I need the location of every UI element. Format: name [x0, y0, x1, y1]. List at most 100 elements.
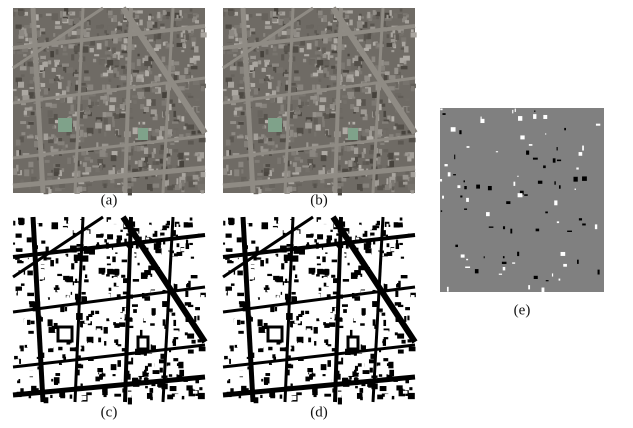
texture-block: [186, 75, 190, 78]
texture-block: [152, 361, 155, 367]
texture-block: [104, 132, 106, 137]
texture-block: [315, 260, 321, 263]
texture-block: [370, 368, 373, 373]
texture-block: [285, 279, 287, 283]
texture-block: [83, 238, 86, 244]
texture-block: [55, 230, 60, 233]
texture-block: [152, 152, 155, 158]
texture-block: [28, 162, 33, 168]
texture-block: [20, 275, 27, 279]
texture-block: [67, 289, 70, 295]
texture-block: [398, 141, 404, 145]
texture-block: [193, 384, 199, 389]
speck: [440, 179, 442, 182]
texture-block: [62, 18, 67, 22]
texture-block: [359, 388, 363, 393]
texture-block: [132, 95, 138, 98]
texture-block: [294, 366, 300, 370]
texture-block: [285, 294, 288, 300]
texture-block: [60, 11, 62, 18]
speck: [488, 186, 492, 190]
texture-block: [347, 59, 351, 66]
texture-block: [287, 29, 291, 35]
texture-block: [354, 107, 359, 112]
texture-block: [377, 395, 383, 400]
texture-block: [378, 157, 381, 162]
texture-block: [107, 60, 113, 66]
texture-block: [230, 121, 236, 124]
texture-block: [387, 34, 390, 38]
texture-block: [366, 370, 369, 373]
texture-block: [56, 258, 59, 263]
texture-block: [401, 75, 403, 78]
texture-block: [391, 325, 394, 330]
texture-block: [368, 74, 371, 77]
texture-block: [383, 130, 386, 137]
texture-block: [199, 178, 202, 181]
texture-block: [190, 8, 193, 11]
texture-block: [201, 241, 207, 246]
texture-block: [97, 368, 103, 372]
texture-block: [229, 239, 234, 245]
texture-block: [318, 220, 323, 225]
texture-block: [108, 225, 113, 227]
texture-block: [223, 51, 225, 54]
texture-block: [370, 126, 375, 131]
texture-block: [111, 364, 117, 370]
texture-block: [190, 217, 193, 220]
texture-block: [314, 341, 316, 346]
texture-block: [158, 74, 161, 77]
texture-block: [329, 113, 335, 117]
texture-block: [188, 305, 193, 307]
texture-block: [47, 173, 52, 176]
texture-block: [305, 311, 309, 314]
speck: [557, 147, 558, 150]
texture-block: [316, 333, 321, 339]
texture-block: [318, 11, 323, 16]
texture-block: [60, 220, 62, 227]
texture-block: [107, 25, 113, 30]
texture-block: [67, 97, 73, 104]
texture-block: [133, 70, 139, 73]
texture-block: [181, 50, 184, 52]
texture-block: [50, 395, 52, 398]
texture-block: [354, 148, 358, 154]
texture-block: [112, 256, 115, 262]
texture-block: [313, 112, 317, 117]
texture-block: [289, 347, 291, 350]
texture-block: [297, 21, 300, 26]
texture-block: [48, 137, 53, 140]
texture-block: [389, 183, 392, 189]
texture-block: [348, 160, 352, 167]
texture-block: [319, 105, 325, 111]
texture-block: [20, 330, 26, 333]
texture-block: [285, 85, 288, 91]
texture-block: [343, 100, 347, 104]
texture-block: [145, 265, 149, 271]
texture-block: [38, 60, 44, 62]
texture-block: [113, 374, 116, 376]
texture-block: [27, 320, 30, 325]
texture-block: [264, 114, 268, 119]
texture-block: [391, 39, 395, 42]
texture-block: [258, 137, 263, 140]
texture-block: [310, 374, 313, 380]
texture-block: [229, 30, 234, 36]
texture-block: [78, 395, 82, 400]
texture-block: [54, 345, 56, 351]
texture-block: [401, 340, 405, 344]
texture-block: [343, 281, 348, 285]
texture-block: [407, 107, 409, 112]
speck: [451, 127, 456, 131]
texture-block: [113, 38, 118, 44]
texture-block: [409, 178, 412, 181]
texture-block: [156, 370, 159, 373]
texture-block: [265, 230, 270, 233]
texture-block: [170, 177, 177, 182]
texture-block: [62, 272, 69, 275]
texture-block: [18, 218, 23, 220]
texture-block: [68, 221, 72, 223]
texture-block: [238, 371, 243, 377]
texture-block: [319, 79, 322, 82]
texture-block: [322, 330, 325, 336]
